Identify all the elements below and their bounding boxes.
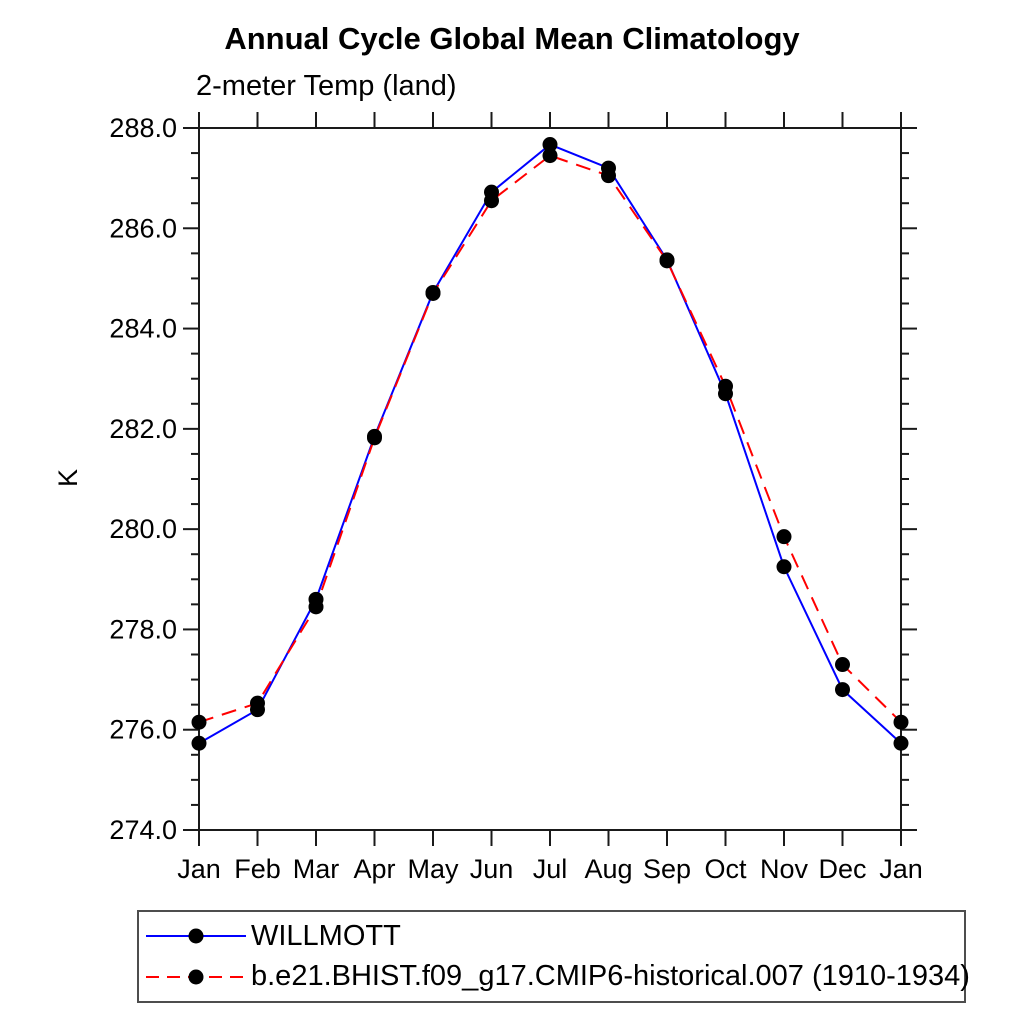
x-tick-label: Aug [584, 854, 632, 884]
legend-marker-dot-icon [188, 969, 204, 985]
data-point-marker [191, 714, 207, 730]
legend-item-willmott: WILLMOTT [143, 920, 964, 953]
legend-label-model: b.e21.BHIST.f09_g17.CMIP6-historical.007… [251, 960, 970, 993]
x-tick-label: Jan [879, 854, 923, 884]
x-tick-label: Apr [353, 854, 395, 884]
legend-marker-dot-icon [188, 928, 204, 944]
legend-line-sample-solid [146, 928, 246, 944]
y-tick-label: 280.0 [109, 514, 177, 544]
x-tick-label: Jun [470, 854, 514, 884]
data-point-marker [191, 735, 207, 751]
series-line-willmott [198, 143, 902, 745]
x-tick-label: Jul [533, 854, 568, 884]
data-point-marker [835, 657, 850, 673]
data-point-marker [250, 695, 265, 711]
y-tick-label: 288.0 [109, 113, 177, 143]
legend-line-sample-dashed [146, 969, 246, 985]
x-tick-label: Sep [643, 854, 691, 884]
data-point-marker [484, 193, 499, 209]
y-tick-label: 274.0 [109, 815, 177, 845]
x-tick-label: May [407, 854, 459, 884]
data-point-marker [367, 430, 382, 446]
series-line-model [198, 154, 902, 724]
x-tick-label: Jan [177, 854, 221, 884]
y-tick-label: 284.0 [109, 314, 177, 344]
y-tick-label: 276.0 [109, 715, 177, 745]
data-point-marker [425, 285, 441, 301]
y-tick-label: 282.0 [109, 414, 177, 444]
y-tick-label: 278.0 [109, 614, 177, 644]
data-point-marker [776, 529, 792, 545]
legend-label-willmott: WILLMOTT [251, 919, 401, 952]
data-point-marker [893, 735, 909, 751]
x-tick-label: Mar [293, 854, 340, 884]
data-point-marker [308, 599, 324, 615]
data-point-marker [542, 148, 558, 164]
chart-subtitle: 2-meter Temp (land) [196, 70, 457, 102]
x-tick-label: Nov [760, 854, 809, 884]
plot-frame [198, 127, 902, 831]
data-point-marker [893, 714, 909, 730]
x-tick-label: Feb [234, 854, 281, 884]
data-point-marker [601, 168, 616, 184]
data-point-marker [835, 682, 850, 698]
legend: WILLMOTT b.e21.BHIST.f09_g17.CMIP6-histo… [137, 910, 970, 1003]
data-point-marker [659, 253, 675, 269]
chart-title: Annual Cycle Global Mean Climatology [224, 21, 800, 56]
data-point-marker [776, 559, 792, 575]
data-point-marker [542, 137, 558, 153]
x-tick-label: Oct [704, 854, 747, 884]
x-tick-label: Dec [818, 854, 866, 884]
y-tick-label: 286.0 [109, 213, 177, 243]
data-point-marker [718, 378, 733, 394]
legend-item-model: b.e21.BHIST.f09_g17.CMIP6-historical.007… [143, 960, 970, 993]
